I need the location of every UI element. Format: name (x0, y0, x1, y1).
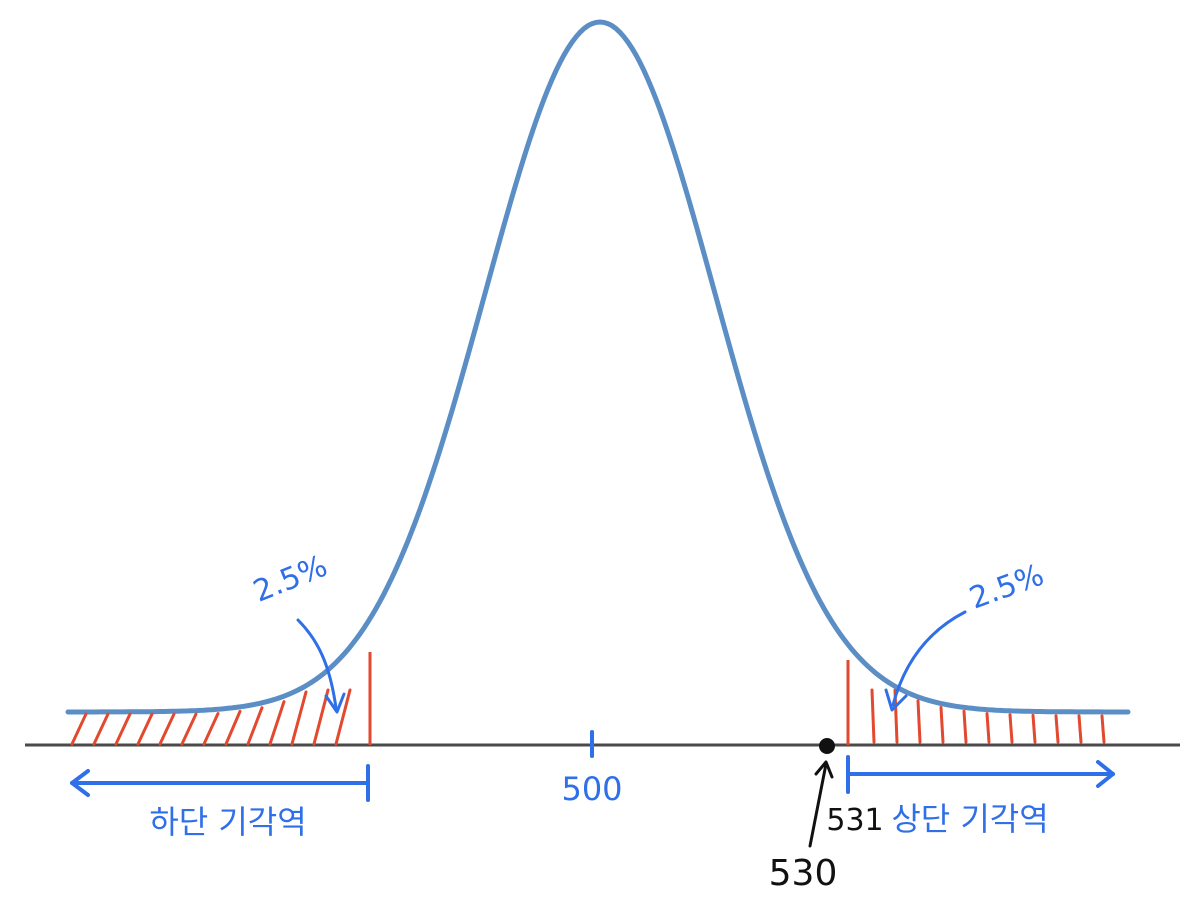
hatch-stroke (985, 712, 991, 744)
hatch-stroke (939, 705, 945, 744)
hatch-stroke (1077, 714, 1083, 744)
left-region-label: 하단 기각역 (149, 803, 306, 841)
left-tail-percent: 2.5% (249, 549, 333, 610)
hatch-stroke (246, 706, 264, 746)
hatch-stroke (290, 690, 308, 746)
left-percent-arrow (296, 618, 346, 714)
hatch-stroke (870, 688, 876, 744)
center-value-label: 500 (561, 770, 622, 808)
hatch-stroke (180, 712, 198, 746)
hatch-stroke (158, 712, 176, 746)
observed-point-arrow (808, 760, 834, 848)
observed-point (819, 738, 835, 754)
hatch-stroke (268, 700, 286, 746)
hatch-stroke (1008, 713, 1014, 744)
hatch-stroke (70, 712, 88, 746)
left-rejection-hatching (70, 688, 352, 746)
hatch-stroke (1054, 714, 1060, 744)
right-boundary-value: 531 (826, 803, 883, 838)
right-region-label: 상단 기각역 (891, 800, 1048, 838)
hatch-stroke (1031, 713, 1037, 744)
hatch-stroke (224, 709, 242, 746)
hatch-stroke (1100, 714, 1106, 744)
right-percent-arrow (884, 610, 967, 712)
right-region-arrow (846, 755, 1115, 794)
observed-point-label: 530 (769, 853, 838, 894)
hatch-stroke (334, 688, 352, 746)
right-rejection-hatching (870, 688, 1106, 744)
hatch-stroke (92, 712, 110, 746)
left-region-arrow (70, 764, 370, 802)
hatch-stroke (916, 699, 922, 744)
hatch-stroke (312, 688, 330, 746)
hatch-stroke (114, 712, 132, 746)
bell-curve (65, 19, 1131, 715)
right-tail-percent: 2.5% (965, 558, 1049, 617)
hatch-stroke (962, 709, 968, 744)
hatch-stroke (136, 712, 154, 746)
hatch-stroke (202, 712, 220, 746)
